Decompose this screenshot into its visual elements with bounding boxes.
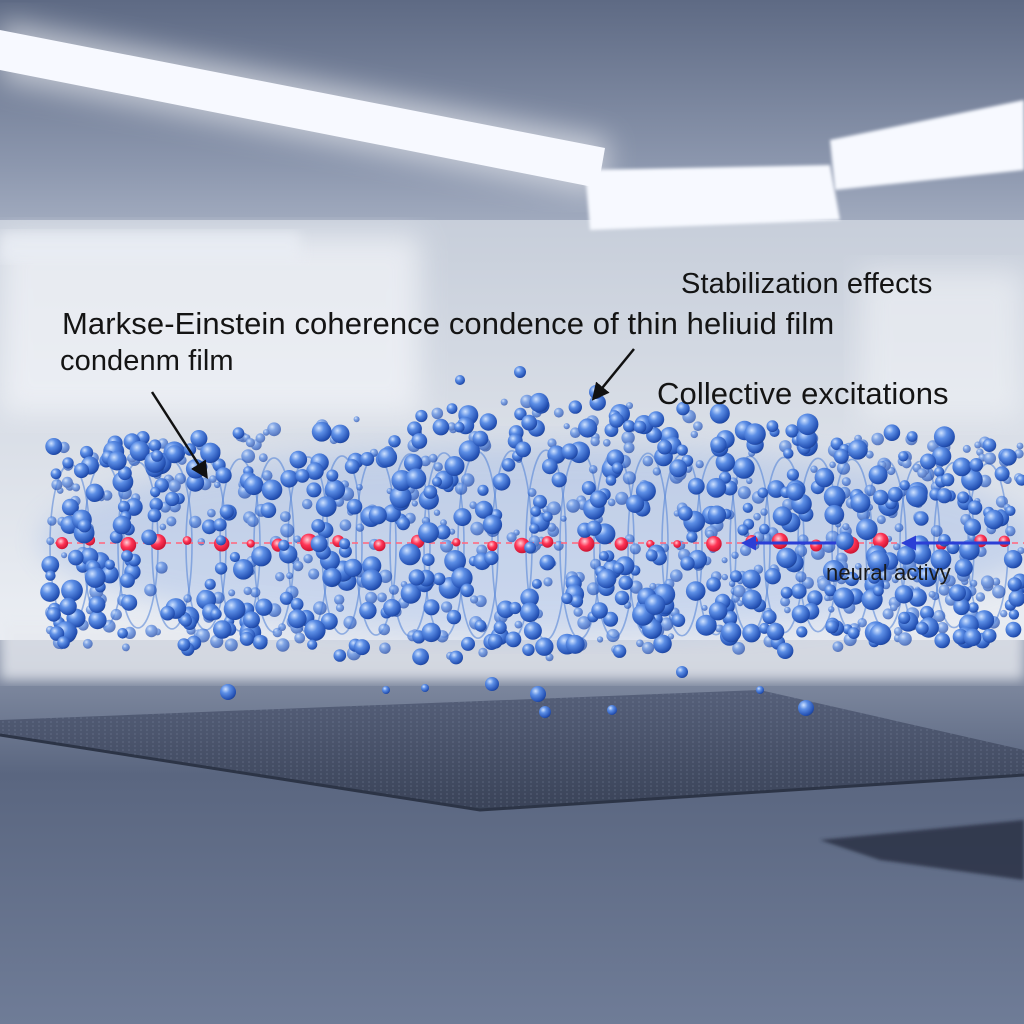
neural-activity-label: neural activy (826, 560, 951, 585)
stabilization-effects-label: Stabilization effects (681, 268, 933, 300)
window-glow (0, 235, 420, 415)
annotation-pointers (150, 348, 635, 479)
superfluid-film (40, 366, 1024, 718)
substrate-plate (0, 690, 1024, 880)
ceiling-lights (0, 20, 1024, 262)
window-glow-right (860, 270, 1024, 420)
coherence-title-label: Markse-Einstein coherence condence of th… (62, 306, 835, 341)
stabilization-pointer (591, 348, 635, 401)
collective-excitations-label: Collective excitations (657, 376, 949, 411)
condensed-film-label: condenm film (60, 345, 234, 377)
film-particles-front (40, 392, 1024, 666)
condensed-film-pointer (150, 391, 208, 479)
floor (0, 640, 1024, 1024)
